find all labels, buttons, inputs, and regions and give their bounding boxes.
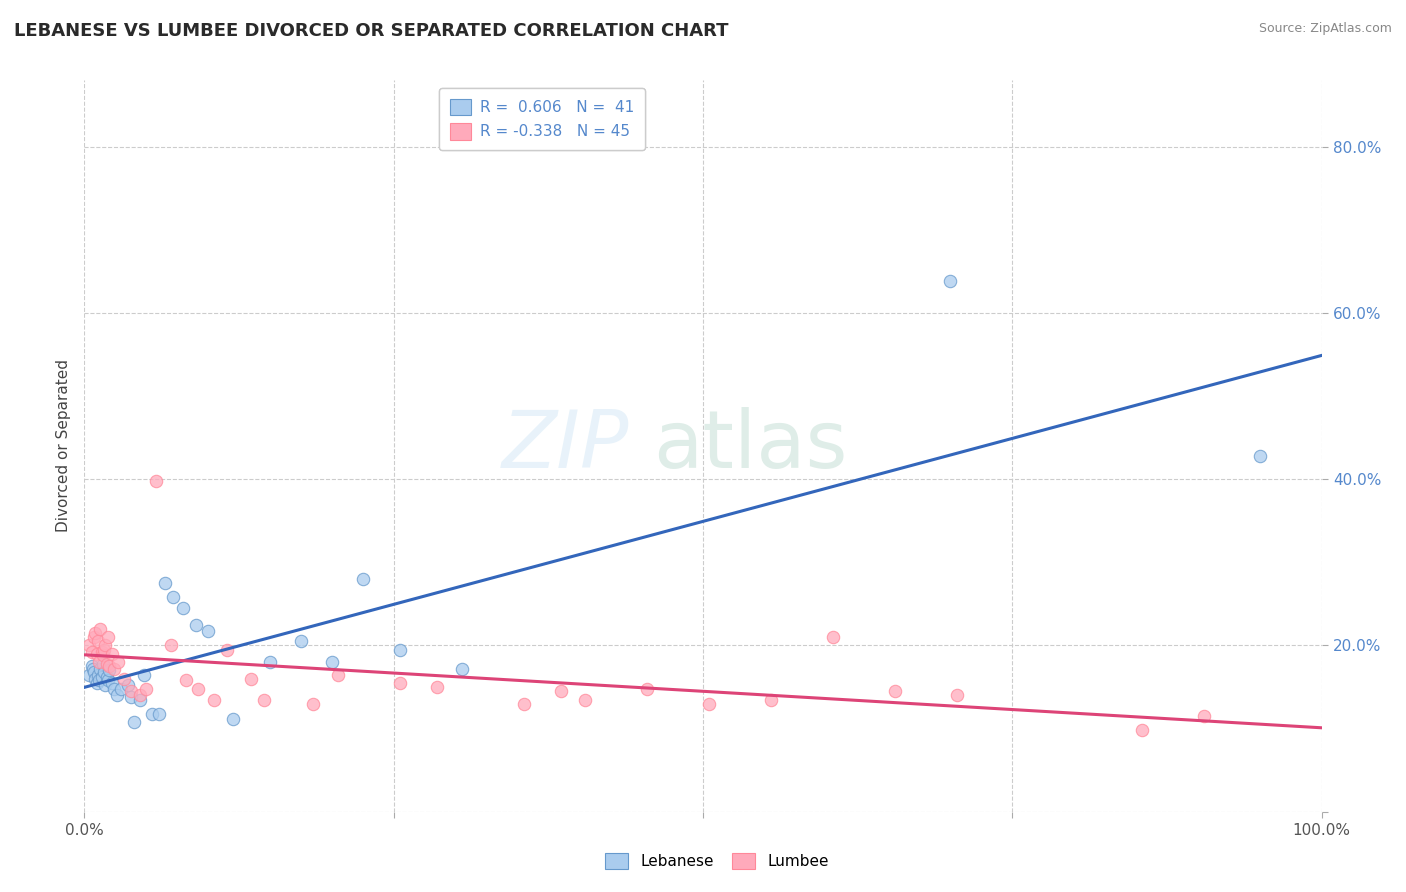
Point (426, 680, 449, 694)
Point (187, 681, 209, 696)
Point (302, 697, 325, 711)
Point (96, 670, 118, 684)
Legend: R =  0.606   N =  41, R = -0.338   N = 45: R = 0.606 N = 41, R = -0.338 N = 45 (439, 88, 645, 150)
Point (197, 624, 219, 638)
Y-axis label: Divorced or Separated: Divorced or Separated (56, 359, 72, 533)
Point (100, 676, 122, 690)
Point (352, 572, 374, 586)
Text: atlas: atlas (654, 407, 848, 485)
Point (91, 657, 114, 671)
Point (98, 664, 121, 678)
Point (321, 655, 343, 669)
Point (110, 681, 132, 696)
Text: LEBANESE VS LUMBEE DIVORCED OR SEPARATED CORRELATION CHART: LEBANESE VS LUMBEE DIVORCED OR SEPARATED… (14, 22, 728, 40)
Point (103, 681, 125, 696)
Point (148, 706, 170, 721)
Point (82, 662, 104, 676)
Point (172, 601, 194, 615)
Point (388, 676, 411, 690)
Point (100, 647, 122, 661)
Point (90, 670, 112, 684)
Point (215, 642, 238, 657)
Point (89, 673, 111, 688)
Point (162, 591, 184, 605)
Point (97, 630, 120, 644)
Point (98, 659, 121, 673)
Point (83, 665, 105, 679)
Point (79, 667, 101, 681)
Point (153, 576, 176, 591)
Point (122, 714, 145, 729)
Point (1249, 449, 1271, 463)
Point (222, 712, 245, 726)
Point (290, 634, 312, 648)
Point (697, 697, 720, 711)
Point (1130, 723, 1153, 738)
Point (93, 642, 115, 657)
Point (103, 662, 125, 676)
Point (129, 689, 152, 703)
Text: ZIP: ZIP (502, 407, 628, 485)
Point (89, 655, 111, 669)
Point (91, 648, 114, 663)
Point (129, 692, 152, 706)
Point (90, 645, 112, 659)
Point (132, 667, 155, 681)
Point (550, 684, 572, 698)
Point (636, 681, 658, 696)
Point (105, 689, 128, 703)
Point (107, 655, 129, 669)
Point (135, 681, 157, 696)
Point (145, 474, 167, 488)
Point (96, 657, 118, 671)
Point (326, 667, 349, 681)
Point (259, 655, 281, 669)
Point (1192, 709, 1215, 723)
Point (86, 647, 108, 661)
Point (89, 622, 111, 636)
Point (84, 672, 107, 686)
Point (184, 617, 207, 632)
Point (80, 645, 103, 659)
Point (160, 639, 183, 653)
Point (93, 665, 115, 679)
Point (821, 630, 844, 644)
Point (174, 673, 197, 688)
Point (883, 684, 905, 698)
Point (94, 639, 117, 653)
Point (84, 626, 107, 640)
Point (94, 678, 117, 692)
Legend: Lebanese, Lumbee: Lebanese, Lumbee (599, 847, 835, 875)
Point (945, 689, 967, 703)
Text: Source: ZipAtlas.com: Source: ZipAtlas.com (1258, 22, 1392, 36)
Point (117, 678, 139, 692)
Point (79, 639, 101, 653)
Point (89, 662, 111, 676)
Point (450, 662, 472, 676)
Point (120, 690, 142, 704)
Point (141, 706, 163, 721)
Point (83, 630, 105, 644)
Point (939, 274, 962, 288)
Point (112, 672, 135, 686)
Point (388, 642, 411, 657)
Point (574, 692, 596, 706)
Point (80, 659, 103, 673)
Point (120, 684, 142, 698)
Point (86, 676, 108, 690)
Point (97, 673, 120, 688)
Point (202, 692, 225, 706)
Point (512, 697, 534, 711)
Point (253, 692, 276, 706)
Point (87, 667, 110, 681)
Point (759, 692, 782, 706)
Point (240, 672, 263, 686)
Point (87, 634, 110, 648)
